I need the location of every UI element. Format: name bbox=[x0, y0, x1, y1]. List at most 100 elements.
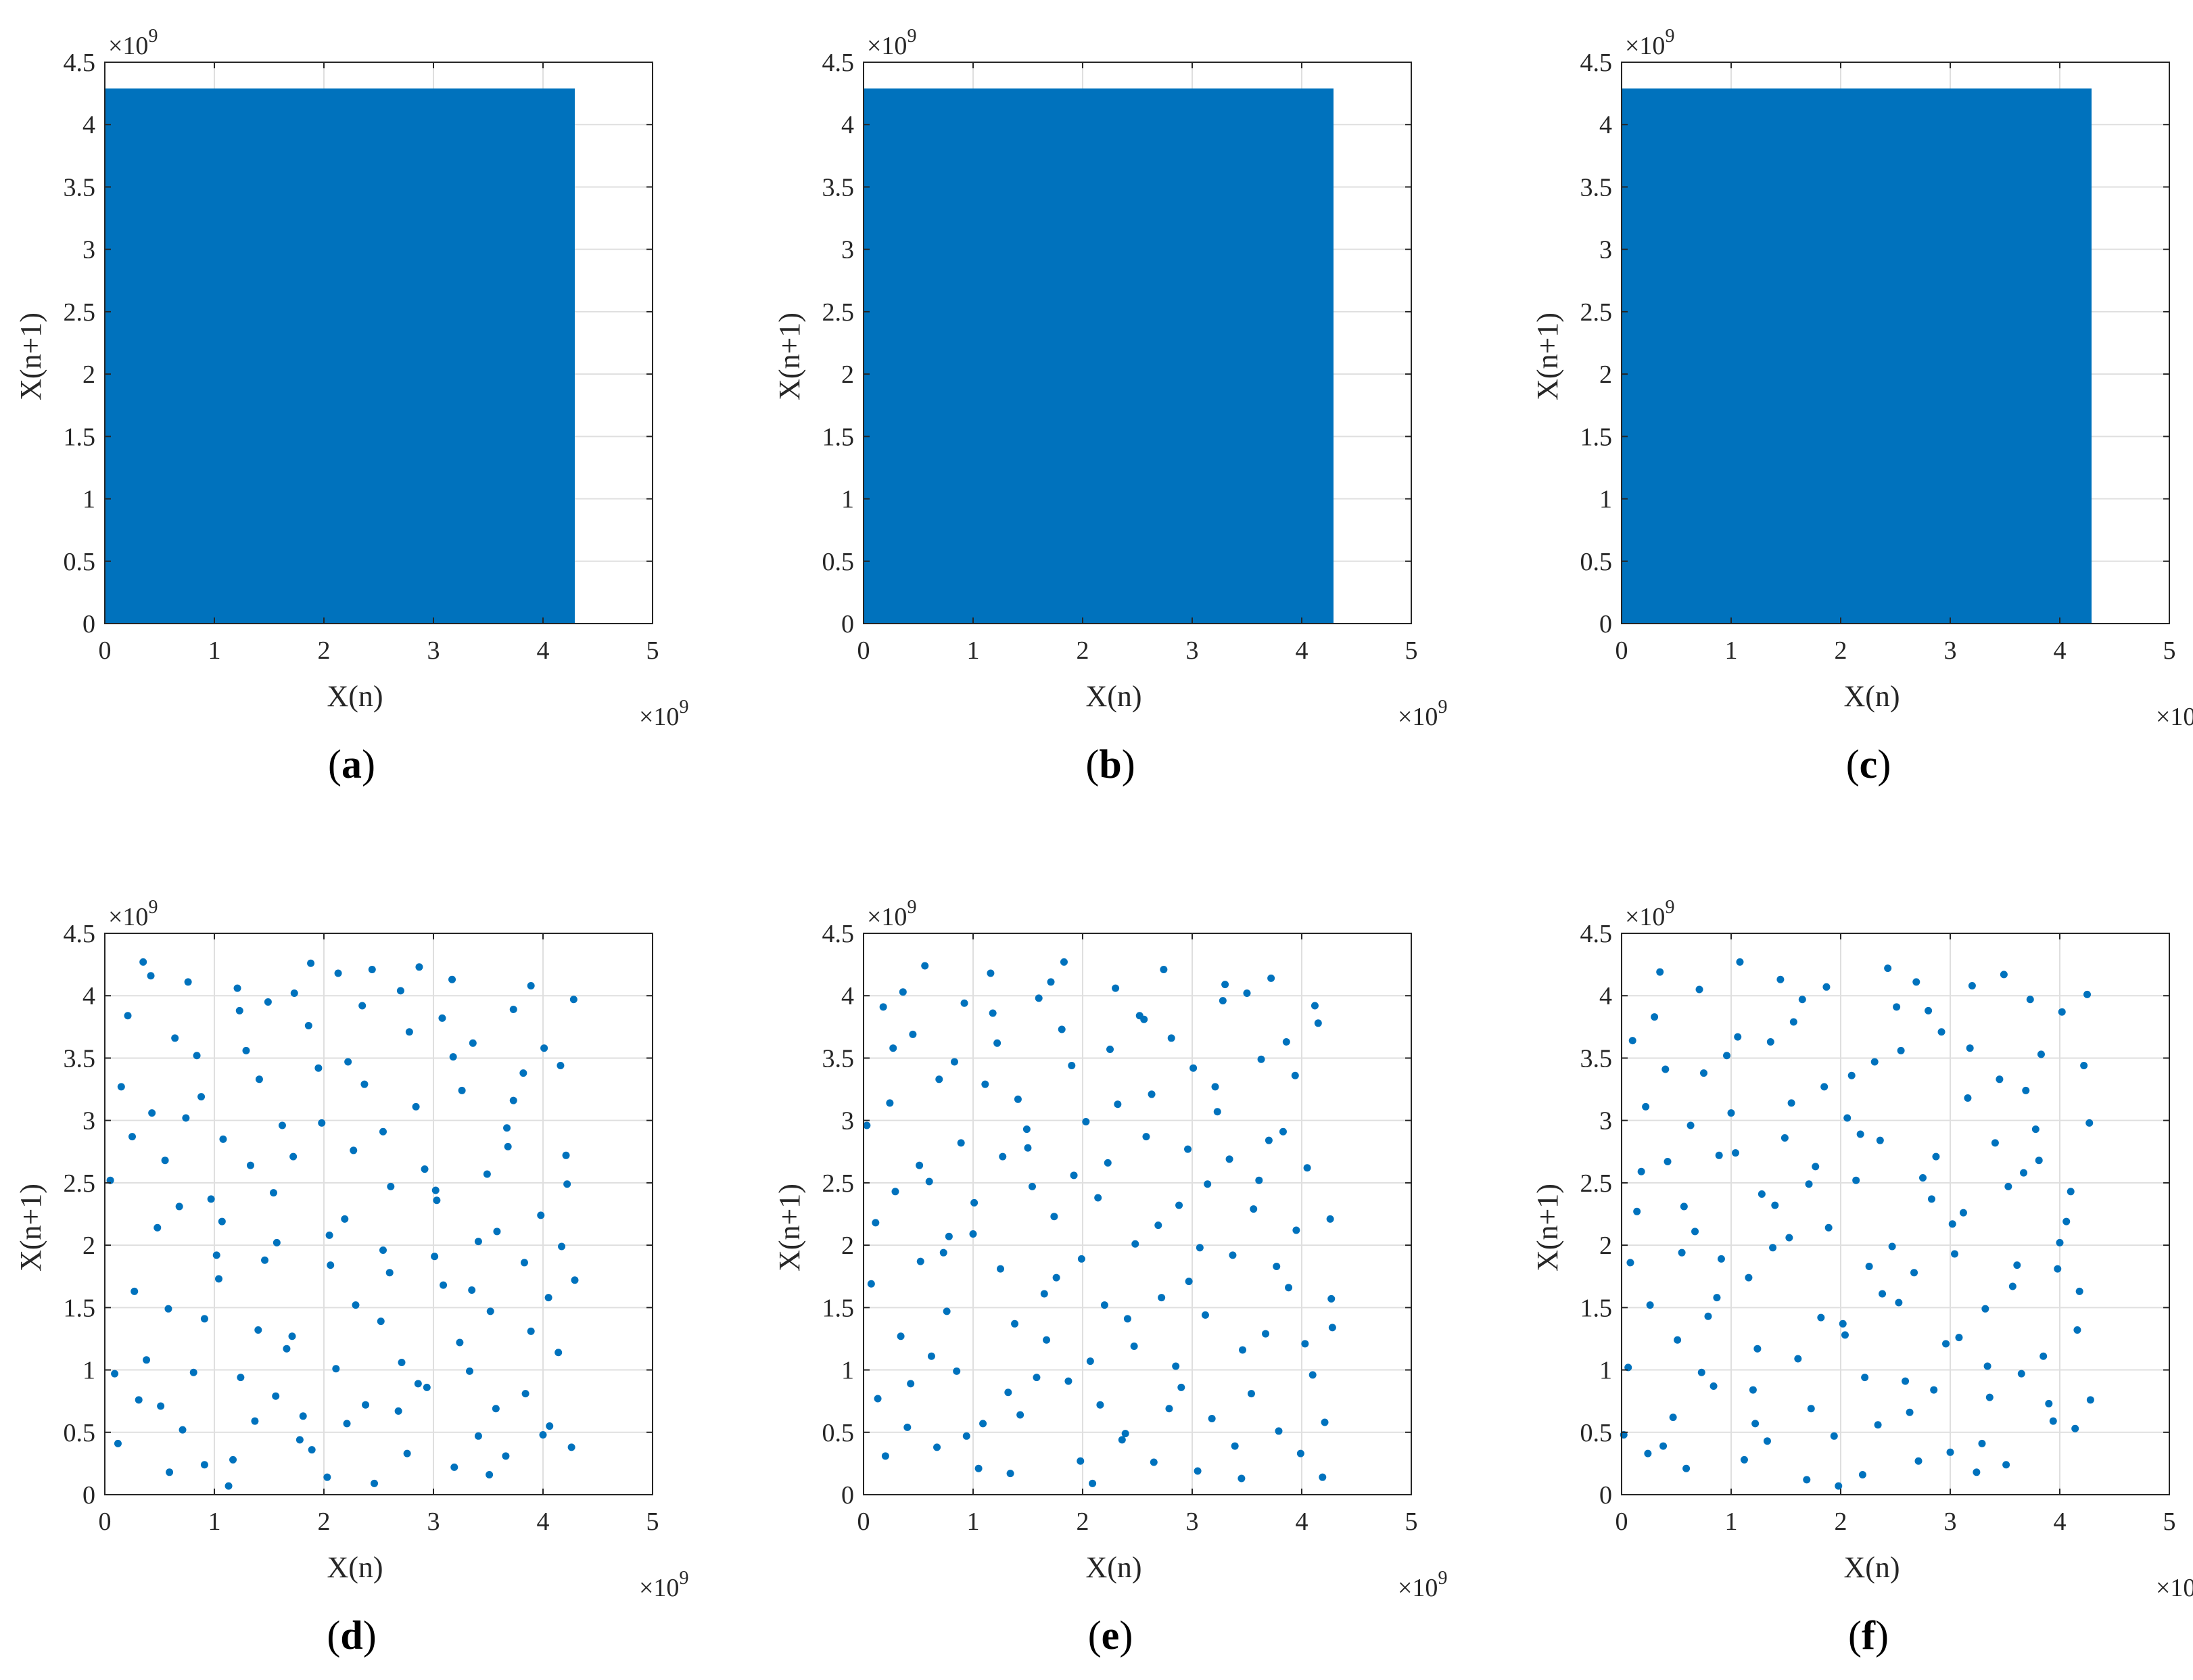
data-point bbox=[1817, 1313, 1825, 1322]
y-tick-label: 4 bbox=[841, 111, 854, 139]
data-point bbox=[1713, 1294, 1721, 1302]
data-point bbox=[2058, 1008, 2066, 1016]
data-point bbox=[2020, 1169, 2028, 1177]
data-point bbox=[289, 1152, 298, 1161]
data-point bbox=[1959, 1209, 1967, 1217]
data-point bbox=[200, 1315, 208, 1323]
data-point bbox=[1150, 1458, 1158, 1466]
x-axis-label: X(n) bbox=[327, 680, 383, 713]
data-point bbox=[387, 1182, 395, 1190]
data-point bbox=[468, 1286, 476, 1294]
data-point bbox=[135, 1396, 143, 1404]
data-point bbox=[879, 1003, 887, 1011]
x-axis-multiplier: ×109 bbox=[2156, 1568, 2193, 1602]
data-point bbox=[182, 1114, 190, 1122]
data-point bbox=[1745, 1274, 1753, 1282]
data-point bbox=[1327, 1294, 1336, 1303]
data-point bbox=[1822, 983, 1831, 991]
x-tick-label: 1 bbox=[208, 636, 221, 665]
data-point bbox=[969, 1230, 977, 1238]
data-point bbox=[2017, 1370, 2025, 1378]
data-point bbox=[863, 1121, 871, 1129]
data-point bbox=[1874, 1421, 1882, 1429]
data-point bbox=[431, 1253, 439, 1261]
data-point bbox=[1118, 1436, 1126, 1444]
data-point bbox=[546, 1422, 554, 1430]
x-tick-label: 2 bbox=[318, 1508, 331, 1536]
data-point bbox=[1973, 1468, 1981, 1476]
data-point bbox=[1016, 1411, 1024, 1419]
data-point bbox=[1646, 1301, 1654, 1309]
x-tick-label: 1 bbox=[1725, 636, 1738, 665]
data-point bbox=[1897, 1046, 1905, 1054]
data-point bbox=[2086, 1396, 2094, 1404]
data-point bbox=[1642, 1102, 1650, 1111]
data-point bbox=[207, 1195, 215, 1203]
data-point bbox=[1148, 1090, 1156, 1098]
data-point bbox=[2037, 1050, 2045, 1058]
data-point bbox=[1285, 1284, 1293, 1292]
y-tick-label: 3.5 bbox=[64, 173, 96, 202]
data-point bbox=[897, 1332, 905, 1340]
data-point bbox=[1870, 1058, 1879, 1066]
data-point bbox=[1255, 1176, 1263, 1184]
data-point bbox=[197, 1093, 206, 1101]
y-axis-label: X(n+1) bbox=[773, 1184, 806, 1271]
y-tick-label: 2 bbox=[82, 360, 95, 389]
data-point bbox=[1841, 1331, 1849, 1339]
data-point bbox=[1022, 1125, 1031, 1134]
data-point bbox=[909, 1030, 917, 1038]
data-point bbox=[981, 1080, 989, 1088]
data-point bbox=[527, 1327, 535, 1335]
data-point bbox=[128, 1133, 136, 1141]
y-tick-label: 2.5 bbox=[822, 298, 855, 327]
data-point bbox=[193, 1052, 201, 1060]
data-point bbox=[1847, 1071, 1856, 1079]
data-point bbox=[314, 1064, 323, 1072]
data-point bbox=[993, 1039, 1001, 1047]
data-point bbox=[1296, 1449, 1304, 1457]
data-point bbox=[1680, 1203, 1688, 1211]
data-point bbox=[925, 1177, 933, 1186]
data-point bbox=[2002, 1461, 2010, 1469]
data-point bbox=[520, 1259, 528, 1267]
data-point bbox=[1985, 1393, 1994, 1401]
data-point bbox=[1006, 1470, 1014, 1478]
y-axis-multiplier: ×109 bbox=[867, 897, 916, 931]
data-point bbox=[957, 1139, 965, 1147]
y-tick-label: 0 bbox=[82, 1481, 95, 1510]
data-point bbox=[1758, 1190, 1766, 1198]
data-point bbox=[886, 1099, 894, 1107]
data-point bbox=[483, 1170, 491, 1178]
x-tick-label: 5 bbox=[2163, 1508, 2176, 1536]
y-tick-label: 0 bbox=[1599, 610, 1612, 638]
data-point bbox=[1910, 1269, 1918, 1277]
data-point bbox=[881, 1452, 889, 1460]
x-axis-label: X(n) bbox=[1843, 1551, 1900, 1584]
data-point bbox=[1131, 1240, 1139, 1248]
panel-a: 0 1 2 3 4 5 0 0.5 1 1.5 2 2.5 3 3.5 4 4.5 ×109 ×109 X(n) X(… bbox=[14, 26, 688, 787]
data-point bbox=[1273, 1262, 1281, 1270]
x-tick-label: 3 bbox=[1944, 636, 1957, 665]
data-point bbox=[903, 1423, 912, 1431]
x-tick-label: 3 bbox=[1944, 1508, 1957, 1536]
data-point bbox=[989, 1009, 997, 1017]
y-tick-label: 3.5 bbox=[1580, 1044, 1613, 1073]
data-point bbox=[1070, 1171, 1078, 1180]
data-point bbox=[493, 1228, 501, 1236]
data-point bbox=[2062, 1217, 2071, 1226]
x-tick-label: 1 bbox=[1725, 1508, 1738, 1536]
data-point bbox=[1077, 1457, 1085, 1465]
data-point bbox=[1824, 1223, 1833, 1232]
data-point bbox=[1257, 1055, 1265, 1063]
y-tick-label: 2.5 bbox=[822, 1169, 855, 1198]
y-tick-label: 3.5 bbox=[64, 1044, 96, 1073]
y-tick-label: 3.5 bbox=[1580, 173, 1613, 202]
data-point bbox=[214, 1275, 222, 1283]
data-point bbox=[1064, 1377, 1072, 1385]
x-tick-label: 0 bbox=[1616, 636, 1628, 665]
data-point bbox=[899, 988, 907, 996]
data-point bbox=[1794, 1355, 1802, 1363]
data-point bbox=[219, 1135, 227, 1143]
